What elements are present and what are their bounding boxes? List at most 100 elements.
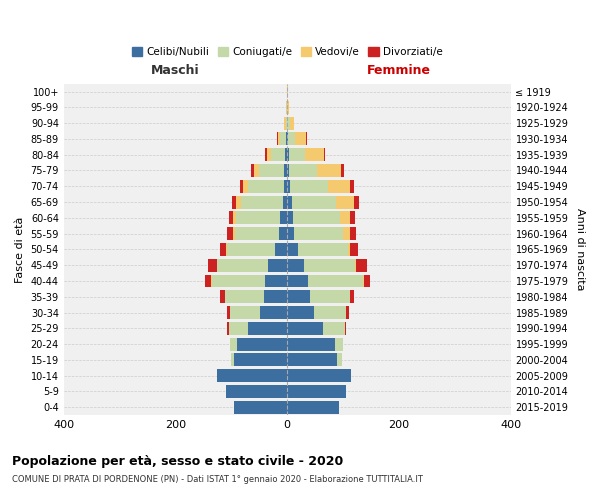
Bar: [208, 258, 217, 272]
Bar: [284, 180, 287, 193]
Bar: [350, 227, 356, 240]
Bar: [248, 322, 287, 335]
Bar: [287, 338, 335, 350]
Bar: [226, 243, 227, 256]
Bar: [350, 212, 355, 224]
Bar: [217, 369, 287, 382]
Bar: [287, 274, 308, 287]
Bar: [266, 148, 271, 161]
Bar: [288, 101, 289, 114]
Bar: [287, 258, 304, 272]
Bar: [292, 196, 337, 208]
Bar: [324, 148, 325, 161]
Bar: [287, 180, 290, 193]
Text: Maschi: Maschi: [151, 64, 200, 78]
Bar: [254, 164, 259, 177]
Bar: [340, 212, 350, 224]
Bar: [229, 212, 233, 224]
Bar: [287, 212, 293, 224]
Bar: [287, 369, 352, 382]
Bar: [350, 180, 353, 193]
Bar: [328, 180, 350, 193]
Bar: [259, 164, 284, 177]
Bar: [217, 258, 268, 272]
Bar: [304, 258, 355, 272]
Bar: [230, 306, 260, 319]
Bar: [286, 116, 287, 130]
Bar: [354, 196, 359, 208]
Bar: [364, 274, 370, 287]
Bar: [237, 338, 287, 350]
Bar: [268, 258, 287, 272]
Bar: [314, 306, 346, 319]
Bar: [343, 227, 350, 240]
Bar: [287, 148, 289, 161]
Bar: [287, 354, 337, 366]
Bar: [280, 212, 287, 224]
Bar: [287, 227, 294, 240]
Bar: [356, 258, 367, 272]
Bar: [290, 116, 295, 130]
Bar: [287, 385, 346, 398]
Bar: [345, 322, 346, 335]
Bar: [227, 243, 275, 256]
Bar: [265, 274, 287, 287]
Bar: [251, 164, 254, 177]
Bar: [271, 148, 285, 161]
Bar: [293, 212, 340, 224]
Text: Femmine: Femmine: [367, 64, 431, 78]
Bar: [212, 274, 265, 287]
Bar: [285, 148, 287, 161]
Bar: [323, 322, 345, 335]
Bar: [308, 274, 363, 287]
Bar: [275, 243, 287, 256]
Bar: [233, 227, 235, 240]
Bar: [242, 180, 248, 193]
Bar: [286, 132, 287, 145]
Bar: [205, 274, 211, 287]
Bar: [234, 401, 287, 413]
Bar: [224, 290, 264, 303]
Bar: [347, 243, 350, 256]
Bar: [346, 306, 349, 319]
Bar: [295, 132, 306, 145]
Bar: [287, 306, 314, 319]
Bar: [337, 354, 342, 366]
Legend: Celibi/Nubili, Coniugati/e, Vedovi/e, Divorziati/e: Celibi/Nubili, Coniugati/e, Vedovi/e, Di…: [128, 42, 447, 61]
Bar: [233, 212, 236, 224]
Bar: [290, 180, 328, 193]
Bar: [264, 290, 287, 303]
Bar: [232, 196, 236, 208]
Bar: [227, 227, 233, 240]
Bar: [355, 258, 356, 272]
Bar: [305, 148, 324, 161]
Bar: [220, 243, 226, 256]
Bar: [241, 196, 283, 208]
Bar: [350, 290, 354, 303]
Bar: [287, 116, 290, 130]
Bar: [232, 354, 234, 366]
Bar: [298, 243, 347, 256]
Bar: [289, 148, 305, 161]
Bar: [280, 227, 287, 240]
Text: COMUNE DI PRATA DI PORDENONE (PN) - Dati ISTAT 1° gennaio 2020 - Elaborazione TU: COMUNE DI PRATA DI PORDENONE (PN) - Dati…: [12, 475, 423, 484]
Bar: [287, 243, 298, 256]
Bar: [284, 116, 286, 130]
Bar: [289, 132, 295, 145]
Bar: [227, 306, 230, 319]
Bar: [236, 196, 241, 208]
Bar: [289, 164, 317, 177]
Bar: [280, 132, 286, 145]
Bar: [337, 196, 354, 208]
Bar: [240, 180, 242, 193]
Bar: [350, 243, 358, 256]
Text: Popolazione per età, sesso e stato civile - 2020: Popolazione per età, sesso e stato civil…: [12, 455, 343, 468]
Bar: [226, 385, 287, 398]
Bar: [287, 401, 338, 413]
Bar: [287, 132, 289, 145]
Bar: [265, 148, 266, 161]
Y-axis label: Anni di nascita: Anni di nascita: [575, 208, 585, 290]
Y-axis label: Fasce di età: Fasce di età: [15, 216, 25, 282]
Bar: [235, 227, 280, 240]
Bar: [310, 290, 350, 303]
